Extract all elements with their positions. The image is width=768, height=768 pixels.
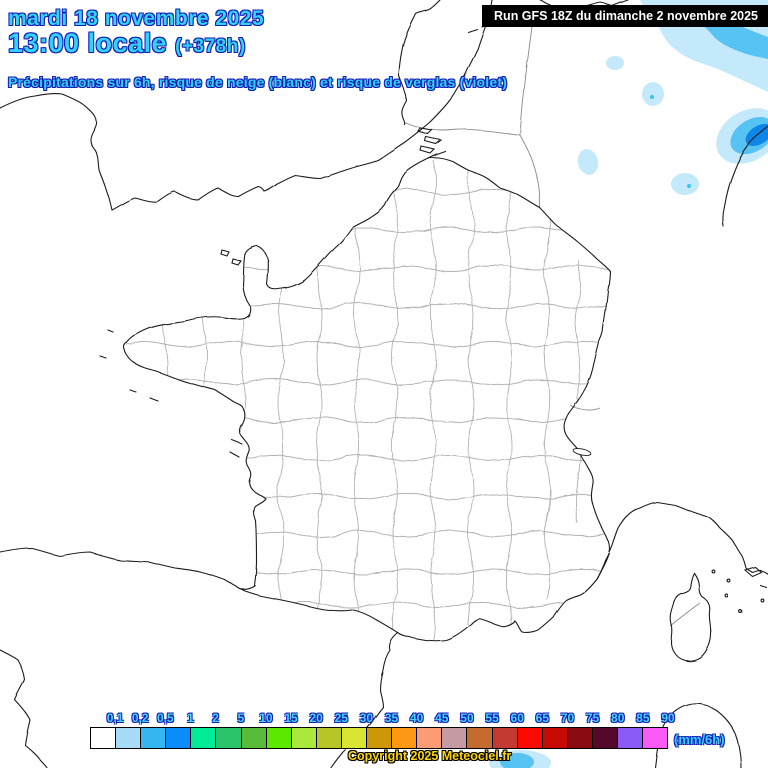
- legend-cell: [166, 728, 192, 748]
- legend-cell: [266, 728, 292, 748]
- legend-cell: [643, 728, 668, 748]
- legend-tick: 2: [212, 711, 219, 725]
- legend-tick: 90: [661, 711, 675, 725]
- forecast-time: 13:00 locale (+378h): [8, 30, 507, 60]
- precip-blob: [606, 56, 624, 70]
- legend-cell: [417, 728, 443, 748]
- legend-tick: 70: [560, 711, 575, 725]
- liguria-coast: [596, 501, 768, 579]
- legend-cell: [467, 728, 493, 748]
- legend-tick: 0,5: [157, 711, 174, 725]
- precip-dot: [687, 184, 691, 188]
- legend-cell: [91, 728, 117, 748]
- precipitation-legend: 0,1 0,2 0,5 1 2 5 10 15 20 25 30 35 40 45 50 55 60 65 70 75…: [90, 711, 725, 749]
- precip-blob: [671, 173, 699, 195]
- precipitation-areas: [489, 0, 768, 768]
- legend-ticks: 0,1 0,2 0,5 1 2 5 10 15 20 25 30 35 40 45 50 55 60 65 70 75…: [90, 711, 675, 727]
- legend-tick: 75: [585, 711, 600, 725]
- legend-cell: [367, 728, 393, 748]
- legend-tick: 30: [359, 711, 374, 725]
- lake-geneva: [572, 448, 592, 456]
- legend-tick: 85: [636, 711, 650, 725]
- zeeland-islands: [417, 127, 443, 154]
- islet: [739, 610, 743, 614]
- legend-cell: [392, 728, 418, 748]
- legend-cell: [492, 728, 518, 748]
- legend-cell: [216, 728, 242, 748]
- legend-colorbar: [90, 727, 668, 749]
- forecast-hour-offset: (+378h): [175, 36, 246, 57]
- legend-tick: 25: [334, 711, 348, 725]
- legend-tick: 35: [384, 711, 399, 725]
- france-outline: [123, 156, 611, 642]
- legend-cell: [617, 728, 644, 748]
- foreign-borders: [403, 19, 701, 627]
- legend-tick: 55: [485, 711, 499, 725]
- rhine-border: [721, 125, 768, 227]
- forecast-time-local: 13:00 locale: [8, 28, 168, 58]
- islet: [760, 598, 764, 602]
- model-run-banner: Run GFS 18Z du dimanche 2 novembre 2025: [482, 5, 768, 27]
- legend-cell: [567, 728, 593, 748]
- legend-cell: [442, 728, 468, 748]
- brittany-islands: [99, 329, 159, 402]
- precip-blob: [642, 82, 664, 106]
- copyright-notice: Copyright 2025 Meteociel.fr: [348, 749, 512, 763]
- channel-islands: [220, 249, 242, 266]
- legend-cell: [517, 728, 543, 748]
- forecast-subtitle: Précipitations sur 6h, risque de neige (…: [8, 74, 508, 90]
- legend-tick: 50: [460, 711, 474, 725]
- precip-cell-strong: [716, 108, 768, 164]
- legend-tick: 65: [535, 711, 550, 725]
- legend-tick: 5: [237, 711, 245, 725]
- legend-tick: 1: [187, 711, 194, 725]
- england-coast: [0, 0, 493, 211]
- legend-cell: [542, 728, 568, 748]
- legend-tick: 20: [309, 711, 323, 725]
- re-oleron-islands: [229, 439, 243, 458]
- legend-tick: 15: [284, 711, 298, 725]
- spain-inner-line: [0, 649, 48, 768]
- legend-unit: (mm/6h): [674, 732, 725, 747]
- legend-cell: [291, 728, 317, 748]
- legend-cell: [241, 728, 267, 748]
- tuscan-islands: [743, 566, 767, 588]
- legend-cell: [191, 728, 217, 748]
- precip-dot: [650, 95, 654, 99]
- netherlands-coast: [398, 0, 441, 125]
- legend-cell: [116, 728, 142, 748]
- legend-tick: 10: [259, 711, 273, 725]
- legend-cell: [341, 728, 368, 748]
- legend-tick: 80: [611, 711, 625, 725]
- legend-tick: 45: [435, 711, 449, 725]
- forecast-title-block: mardi 18 novembre 2025 13:00 locale (+37…: [8, 7, 508, 91]
- precip-blob-south: [489, 750, 551, 768]
- islet: [725, 594, 729, 598]
- legend-tick: 40: [410, 711, 424, 725]
- legend-tick: 0,2: [131, 711, 149, 725]
- legend-tick: 60: [510, 711, 524, 725]
- islet: [712, 570, 716, 574]
- legend-cell: [141, 728, 167, 748]
- precip-blob: [577, 149, 599, 175]
- legend-cell: [316, 728, 342, 748]
- legend-cell: [592, 728, 618, 748]
- forecast-date: mardi 18 novembre 2025: [8, 7, 265, 30]
- islet: [727, 579, 731, 583]
- legend-tick: 0,1: [106, 711, 124, 725]
- spain-north-coast: [0, 547, 241, 590]
- corsica-coast: [669, 572, 712, 662]
